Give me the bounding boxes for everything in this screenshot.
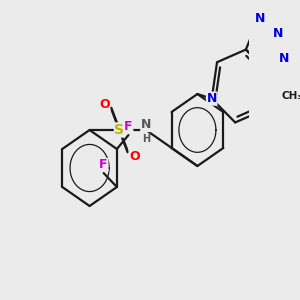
Text: N: N [273,27,283,40]
Text: N: N [141,118,151,131]
Text: O: O [129,149,140,163]
Text: N: N [206,92,217,105]
Text: O: O [99,98,110,110]
Text: F: F [124,121,133,134]
Text: F: F [99,158,108,172]
Text: S: S [114,123,124,137]
Text: H: H [142,134,150,144]
Text: N: N [255,12,266,25]
Text: N: N [279,52,289,64]
Text: CH₃: CH₃ [282,91,300,101]
